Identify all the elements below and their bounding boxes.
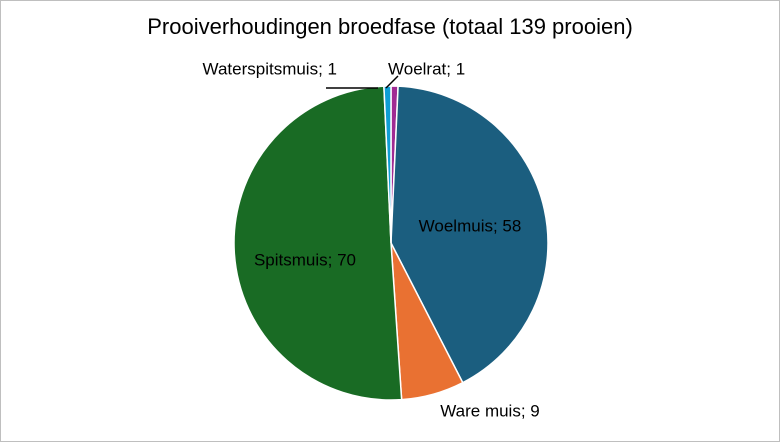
data-label: Spitsmuis; 70 bbox=[254, 250, 356, 269]
pie-slice bbox=[390, 85, 549, 384]
data-label: Woelmuis; 58 bbox=[419, 216, 522, 235]
data-label: Waterspitsmuis; 1 bbox=[203, 59, 337, 78]
leader-line bbox=[385, 75, 399, 89]
data-label: Woelrat; 1 bbox=[388, 59, 465, 78]
data-label: Ware muis; 9 bbox=[440, 401, 540, 420]
chart-title: Prooiverhoudingen broedfase (totaal 139 … bbox=[147, 14, 633, 39]
pie-slice bbox=[233, 85, 403, 401]
